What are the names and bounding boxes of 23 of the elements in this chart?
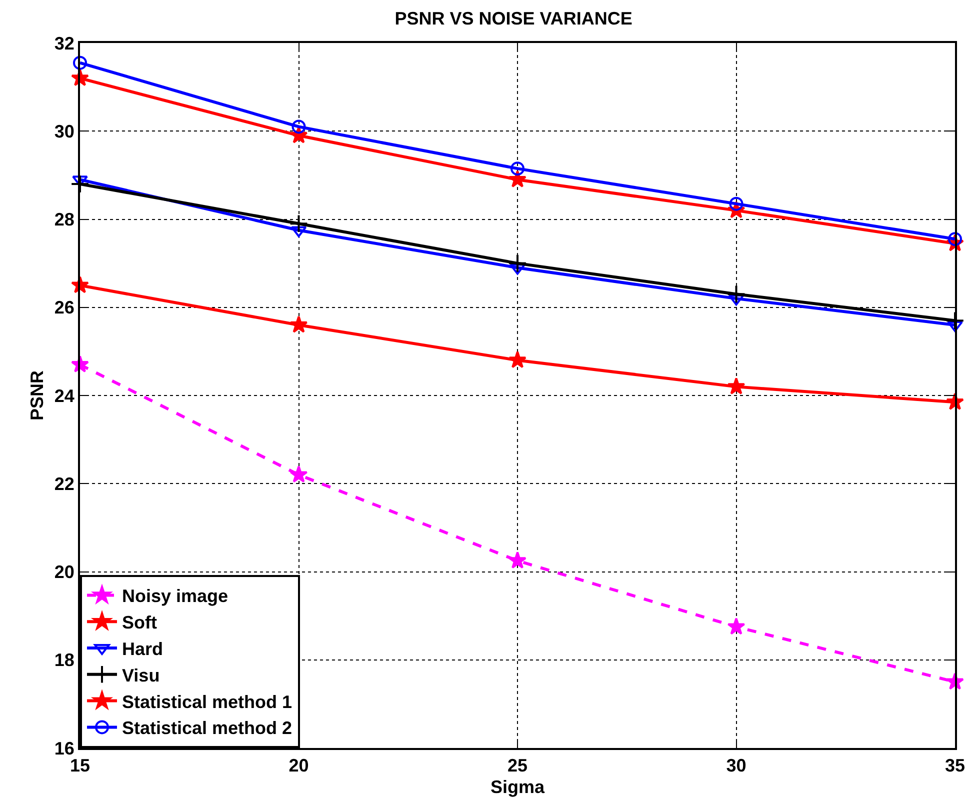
x-axis-title: Sigma xyxy=(490,777,546,798)
y-tick-label: 30 xyxy=(54,121,74,142)
legend-label: Hard xyxy=(122,639,164,660)
y-tick-label: 24 xyxy=(54,386,74,406)
x-tick-label: 15 xyxy=(70,756,90,776)
x-tick-label: 20 xyxy=(288,756,309,776)
chart-title: PSNR VS NOISE VARIANCE xyxy=(394,8,632,29)
y-tick-label: 20 xyxy=(54,562,74,582)
y-tick-label: 18 xyxy=(54,650,74,670)
x-tick-label: 30 xyxy=(726,756,746,776)
legend-label: Statistical method 2 xyxy=(122,718,292,738)
y-axis-title: PSNR xyxy=(27,370,48,421)
legend-label: Statistical method 1 xyxy=(122,692,292,712)
y-tick-label: 22 xyxy=(54,474,74,494)
x-tick-label: 35 xyxy=(944,756,966,776)
y-tick-label: 28 xyxy=(54,210,74,230)
legend-label: Noisy image xyxy=(122,586,228,606)
y-tick-label: 16 xyxy=(54,738,74,758)
legend-label: Soft xyxy=(122,612,157,633)
legend-label: Visu xyxy=(122,665,160,686)
y-tick-label: 26 xyxy=(54,298,74,318)
x-tick-label: 25 xyxy=(507,756,528,776)
y-tick-label: 32 xyxy=(54,33,74,54)
